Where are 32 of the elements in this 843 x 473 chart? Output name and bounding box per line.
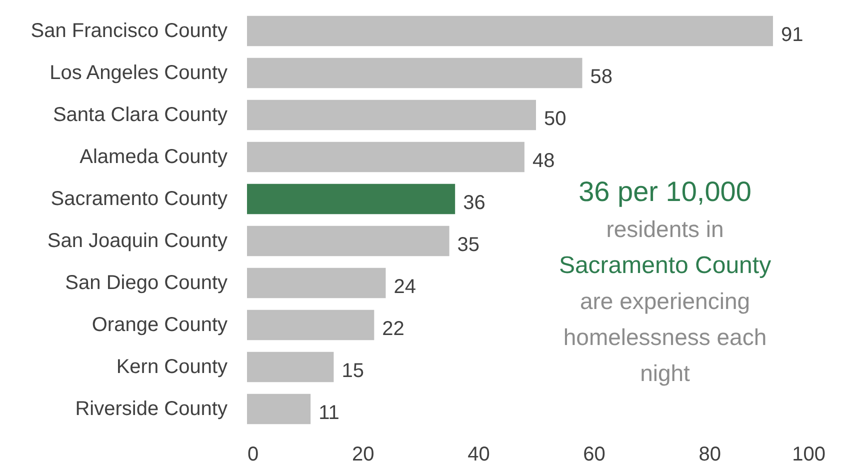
x-tick-label: 100 [792, 444, 826, 466]
data-label: 58 [590, 66, 612, 88]
y-tick-label: Alameda County [80, 146, 228, 168]
annotation: night [640, 360, 691, 386]
y-tick-label: Santa Clara County [52, 104, 228, 126]
annotation: are experiencing [580, 288, 750, 314]
x-tick-label: 60 [583, 444, 606, 466]
annotation: residents in [606, 216, 724, 242]
y-tick-label: Riverside County [75, 398, 228, 420]
y-tick-label: San Francisco County [30, 20, 228, 42]
data-label: 91 [780, 24, 804, 46]
data-label: 22 [382, 318, 404, 340]
data-label: 36 [463, 192, 486, 214]
data-label: 48 [532, 150, 555, 172]
data-label: 50 [544, 108, 566, 130]
x-tick-label: 20 [352, 444, 374, 466]
data-label: 11 [318, 402, 340, 424]
annotation: Sacramento County [558, 252, 772, 279]
x-tick-label: 80 [698, 444, 722, 466]
y-tick-label: San Joaquin County [47, 230, 228, 252]
y-tick-label: Kern County [116, 356, 228, 378]
data-label: 15 [342, 360, 364, 382]
annotation: 36 per 10,000 [578, 176, 752, 207]
y-tick-label: San Diego County [65, 272, 228, 294]
annotation: homelessness each [563, 324, 767, 350]
x-tick-label: 40 [468, 444, 490, 466]
data-label: 35 [457, 234, 480, 256]
y-tick-label: Los Angeles County [50, 62, 228, 84]
y-tick-label: Orange County [92, 314, 228, 336]
x-tick-label: 0 [248, 444, 259, 466]
y-tick-label: Sacramento County [50, 188, 228, 210]
data-label: 24 [394, 276, 416, 298]
